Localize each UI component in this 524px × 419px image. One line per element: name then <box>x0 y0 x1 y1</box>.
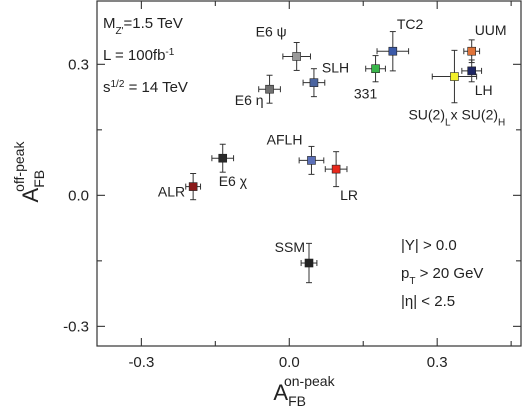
info-left-line: s1/2 = 14 TeV <box>103 79 188 97</box>
marker <box>467 66 476 76</box>
marker <box>309 78 319 87</box>
point-lh: LH <box>461 59 493 98</box>
point-label: ALR <box>158 184 185 200</box>
y-tick-label: -0.3 <box>63 318 89 335</box>
plot-frame <box>96 0 522 347</box>
x-tick-label: 0.3 <box>427 354 448 371</box>
point-su-2-lx-su-2-h: SU(2)Lx SU(2)H <box>408 49 505 128</box>
info-box-right: |Y| > 0.0 pT > 20 GeV |η| < 2.5 <box>401 237 483 310</box>
point-aflh: AFLH <box>267 131 325 175</box>
point-lr: LR <box>324 151 358 203</box>
marker <box>388 46 398 56</box>
point-alr: ALR <box>158 173 202 201</box>
point-slh: SLH <box>302 60 349 98</box>
point-label: TC2 <box>397 16 424 32</box>
point-label: LR <box>340 187 358 203</box>
point-label: SLH <box>322 60 349 76</box>
point-label: SU(2)Lx SU(2)H <box>408 107 505 128</box>
marker <box>450 72 459 81</box>
point-label: 331 <box>354 86 378 102</box>
point-e6: E6 ψ <box>256 23 311 71</box>
info-right-line: pT > 20 GeV <box>401 265 483 287</box>
point-uum: UUM <box>463 22 507 64</box>
axis-ticks <box>97 1 521 346</box>
point-e6: E6 η <box>235 74 281 108</box>
point-label: E6 η <box>235 92 264 108</box>
y-axis-title: AFBoff-peak <box>11 141 47 203</box>
info-right-line: |Y| > 0.0 <box>401 237 457 254</box>
point-label: E6 χ <box>219 173 248 189</box>
point-label: UUM <box>475 22 507 38</box>
marker <box>467 46 476 56</box>
point-label: E6 ψ <box>256 23 287 39</box>
point-331: 331 <box>354 55 386 102</box>
marker <box>331 164 341 174</box>
info-left-line: MZ'=1.5 TeV <box>103 15 183 37</box>
point-tc2: TC2 <box>376 16 424 72</box>
info-right-line: |η| < 2.5 <box>401 293 455 310</box>
point-ssm: SSM <box>275 239 318 284</box>
marker <box>218 153 228 163</box>
point-e6: E6 χ <box>211 143 248 189</box>
x-axis-title: AFBon-peak <box>273 373 335 409</box>
point-label: SSM <box>275 239 305 255</box>
axis-titles: AFBon-peak AFBoff-peak <box>11 141 336 409</box>
x-tick-label: 0.0 <box>279 354 300 371</box>
y-tick-label: 0.3 <box>68 56 89 73</box>
marker <box>265 84 274 94</box>
marker <box>371 64 380 73</box>
marker <box>307 156 316 165</box>
y-tick-label: 0.0 <box>68 187 89 204</box>
point-label: LH <box>475 82 493 98</box>
marker <box>304 258 314 268</box>
data-points: E6 ψ E6 η SLH TC2 331 UUM LH SU(2)Lx SU(2)H AFLH… <box>158 16 507 284</box>
info-left-line: L = 100fb-1 <box>103 47 175 65</box>
x-tick-label: -0.3 <box>128 354 154 371</box>
info-box-left: MZ'=1.5 TeV L = 100fb-1 s1/2 = 14 TeV <box>103 15 188 96</box>
tick-labels: -0.3 0.0 0.3 -0.3 0.0 0.3 <box>63 56 447 371</box>
marker <box>292 52 301 61</box>
point-label: AFLH <box>267 131 303 147</box>
marker <box>188 182 198 191</box>
